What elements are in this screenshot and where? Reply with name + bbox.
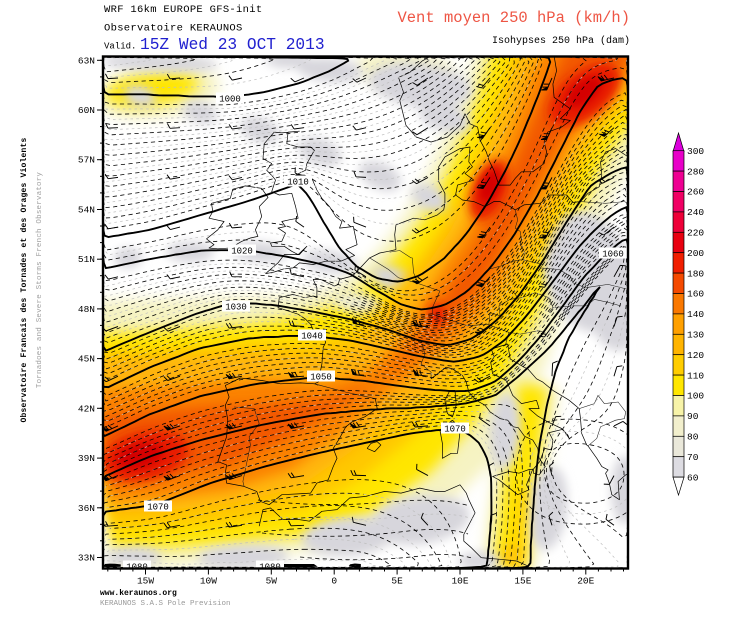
svg-text:110: 110 [687,370,704,381]
svg-text:Vent moyen 250 hPa (km/h): Vent moyen 250 hPa (km/h) [397,9,630,27]
svg-text:33N: 33N [78,553,95,564]
svg-text:Isohypses 250 hPa (dam): Isohypses 250 hPa (dam) [492,35,630,47]
svg-text:15E: 15E [514,576,531,587]
svg-text:120: 120 [687,350,704,361]
svg-text:1020: 1020 [231,247,253,257]
svg-text:51N: 51N [78,254,95,265]
svg-text:63N: 63N [78,55,95,66]
svg-text:220: 220 [687,228,704,239]
svg-text:90: 90 [687,411,699,422]
svg-text:1050: 1050 [310,373,332,383]
svg-text:1080: 1080 [126,563,148,573]
svg-text:1070: 1070 [147,503,169,513]
svg-text:www.keraunos.org: www.keraunos.org [100,589,177,598]
svg-text:1070: 1070 [444,425,466,435]
svg-text:130: 130 [687,330,704,341]
svg-text:280: 280 [687,166,704,177]
svg-text:Valid.: Valid. [104,42,136,52]
svg-text:Tornadoes and Severe Storms Fr: Tornadoes and Severe Storms French Obser… [36,172,44,389]
svg-text:36N: 36N [78,503,95,514]
svg-text:70: 70 [687,452,699,463]
svg-text:260: 260 [687,187,704,198]
svg-text:20E: 20E [577,576,594,587]
svg-text:1040: 1040 [301,332,323,342]
svg-text:39N: 39N [78,453,95,464]
svg-text:100: 100 [687,391,704,402]
svg-text:60N: 60N [78,105,95,116]
svg-text:180: 180 [687,268,704,279]
svg-text:0: 0 [331,576,337,587]
svg-text:240: 240 [687,207,704,218]
svg-text:54N: 54N [78,205,95,216]
svg-text:42N: 42N [78,403,95,414]
svg-text:60: 60 [687,472,699,483]
svg-text:200: 200 [687,248,704,259]
svg-text:1000: 1000 [219,95,241,105]
svg-text:160: 160 [687,289,704,300]
svg-text:1080: 1080 [259,563,281,573]
svg-text:10E: 10E [451,576,468,587]
svg-text:15Z Wed 23 OCT 2013: 15Z Wed 23 OCT 2013 [140,36,325,54]
svg-text:Observatoire KERAUNOS: Observatoire KERAUNOS [104,23,243,35]
svg-text:5W: 5W [266,576,278,587]
svg-text:15W: 15W [137,576,154,587]
svg-text:KERAUNOS S.A.S Pole Prevision: KERAUNOS S.A.S Pole Prevision [100,600,231,608]
svg-text:300: 300 [687,146,704,157]
svg-text:57N: 57N [78,155,95,166]
svg-text:WRF 16km EUROPE GFS-init: WRF 16km EUROPE GFS-init [104,4,262,16]
svg-text:140: 140 [687,309,704,320]
svg-text:1010: 1010 [287,178,309,188]
svg-text:1030: 1030 [225,303,247,313]
svg-text:Observatoire Francais des Torn: Observatoire Francais des Tornades et de… [20,137,29,422]
svg-text:45N: 45N [78,354,95,365]
svg-text:10W: 10W [200,576,217,587]
svg-text:1060: 1060 [602,250,624,260]
svg-text:5E: 5E [391,576,403,587]
svg-text:80: 80 [687,432,699,443]
svg-text:48N: 48N [78,304,95,315]
